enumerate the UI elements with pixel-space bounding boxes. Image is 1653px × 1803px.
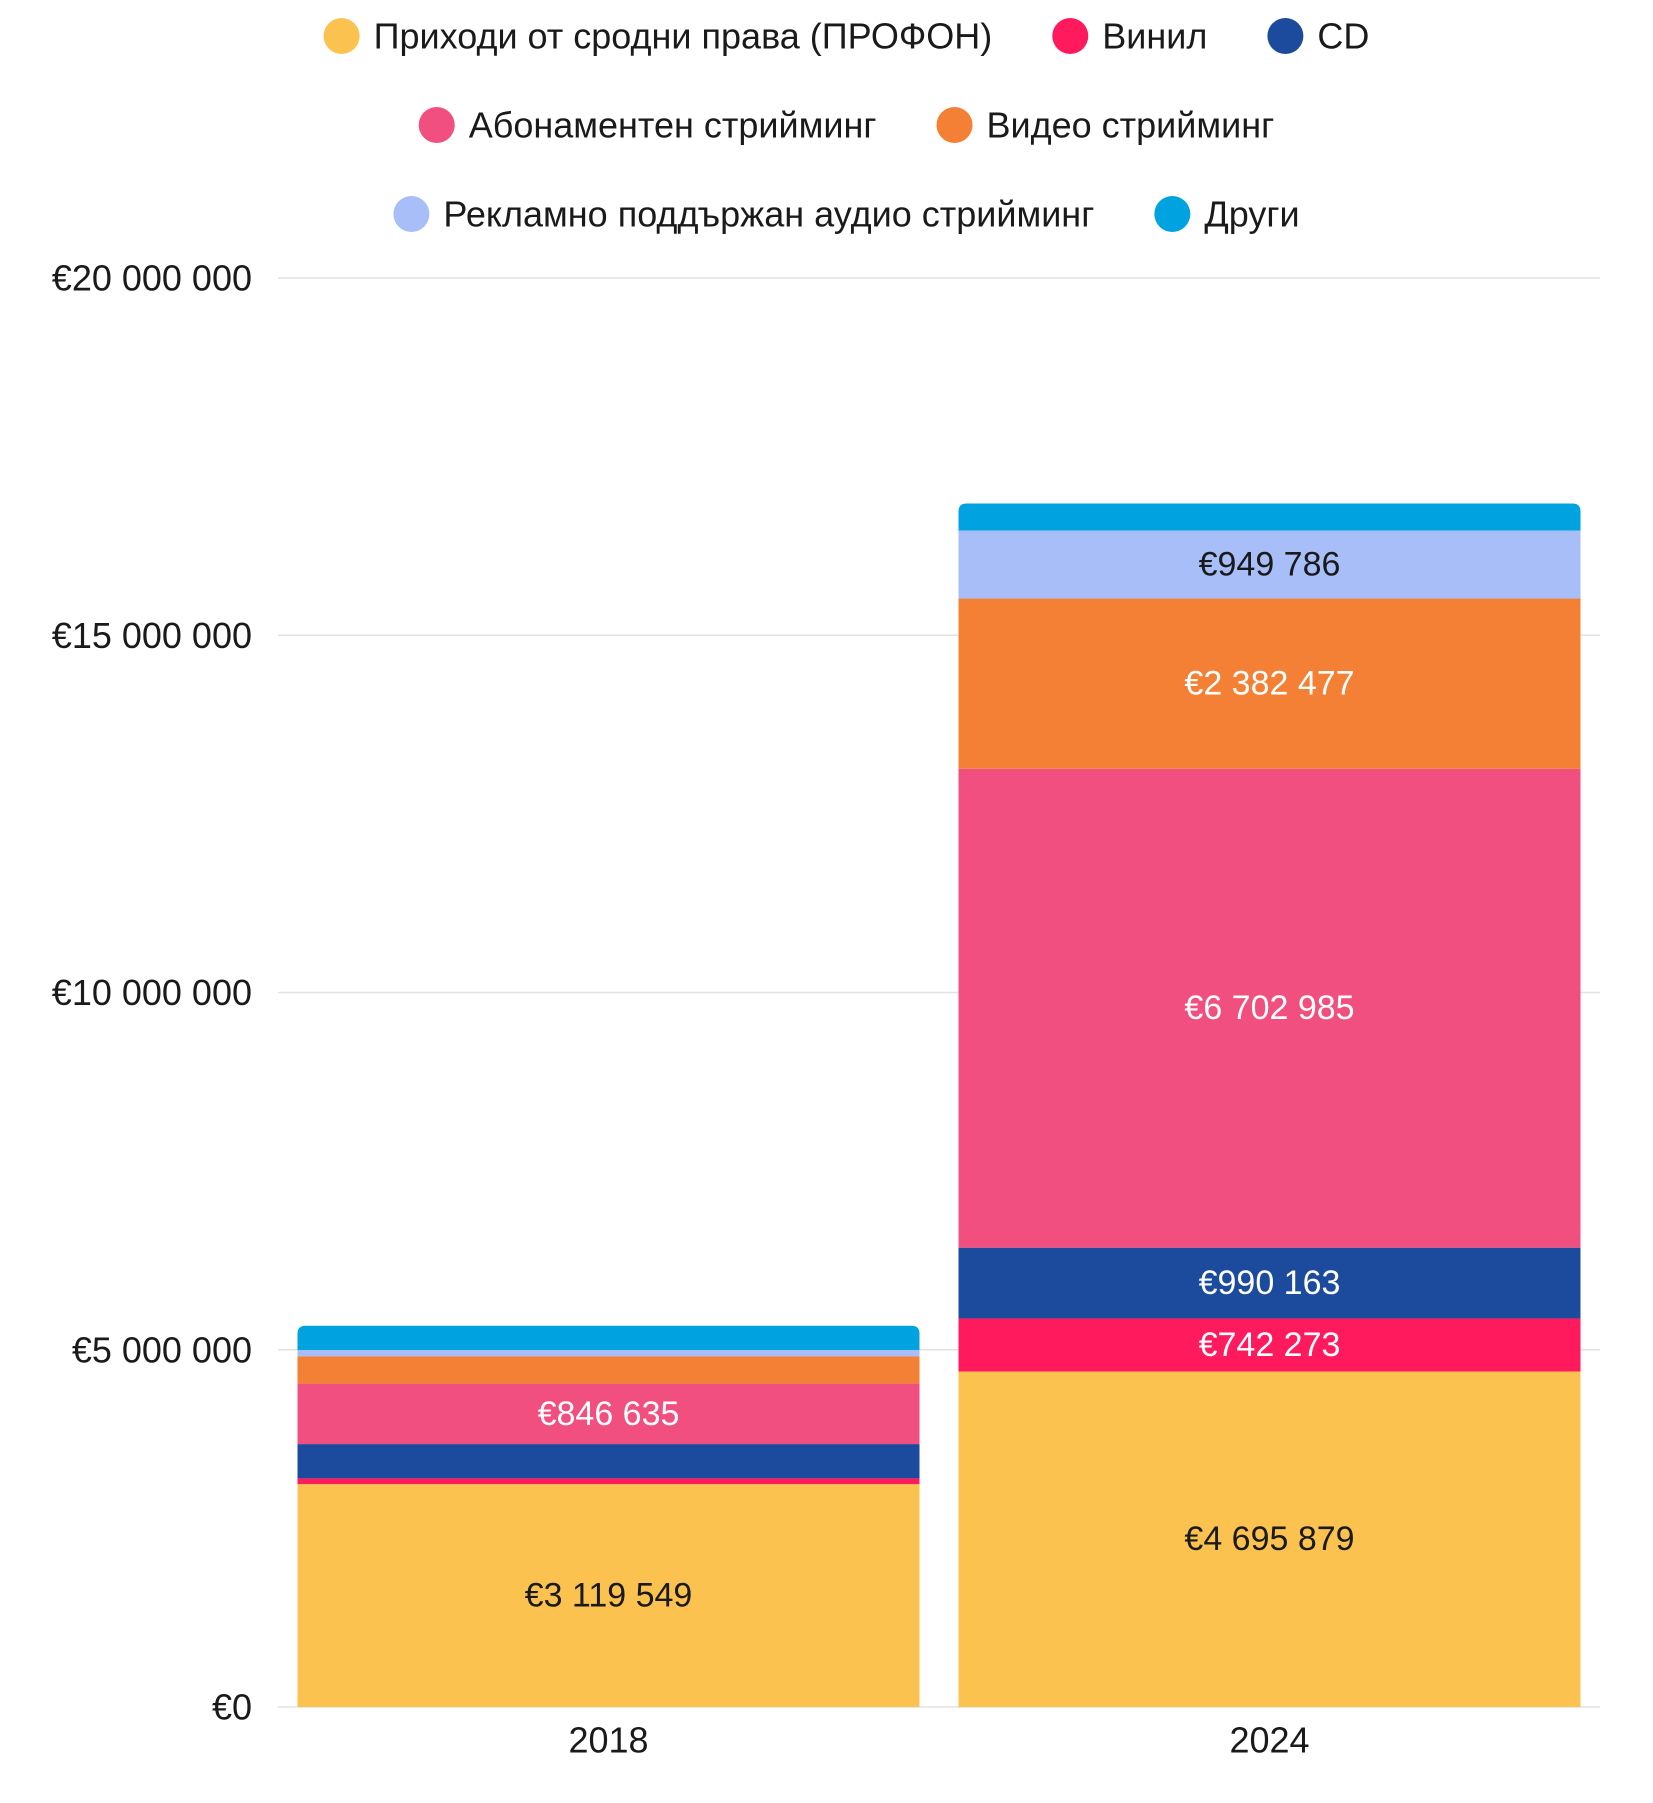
data-label: €2 382 477 (1184, 665, 1354, 703)
bar-segment[interactable] (958, 768, 1581, 1248)
legend-swatch (936, 107, 973, 143)
data-label: €990 163 (1199, 1264, 1341, 1302)
bars: €3 119 549 €846 635 €4 695 879 €742 273 €990… (297, 503, 1581, 1707)
legend-label: Винил (1102, 16, 1207, 57)
data-label: €742 273 (1199, 1326, 1341, 1364)
y-tick-label: €5 000 000 (72, 1329, 252, 1370)
bar-segment[interactable] (958, 598, 1581, 769)
legend-swatch (323, 18, 360, 54)
y-tick-label: €10 000 000 (52, 972, 252, 1013)
legend-swatch (393, 196, 430, 232)
data-label: €846 635 (538, 1395, 680, 1433)
bar-segment[interactable] (297, 1383, 920, 1445)
legend-label: CD (1317, 16, 1369, 57)
legend-swatch (418, 107, 455, 143)
x-tick-label: 2024 (1229, 1720, 1309, 1761)
bar-segment[interactable] (297, 1444, 920, 1479)
y-tick-label: €15 000 000 (52, 615, 252, 656)
data-label: €949 786 (1199, 546, 1341, 584)
legend-item[interactable]: Винил (1052, 16, 1207, 57)
legend-item[interactable]: Абонаментен стрийминг (418, 105, 877, 146)
data-label: €4 695 879 (1184, 1520, 1354, 1558)
x-axis-ticks: 2018 2024 (568, 1720, 1309, 1761)
y-tick-label: €20 000 000 (52, 258, 252, 299)
legend-item[interactable]: Видео стрийминг (936, 105, 1275, 146)
bar-segment[interactable] (297, 1484, 920, 1707)
bar-2018: €3 119 549 €846 635 (297, 1325, 920, 1707)
y-axis-ticks: €0 €5 000 000 €10 000 000 €15 000 000 €20 00… (52, 258, 252, 1728)
y-tick-label: €0 (212, 1687, 252, 1728)
legend: Приходи от сродни права (ПРОФОН) Винил CD А… (323, 16, 1369, 235)
bar-2024: €4 695 879 €742 273 €990 163 €6 702 985 €2 3… (958, 503, 1581, 1707)
bar-segment[interactable] (958, 1247, 1581, 1319)
legend-label: Видео стрийминг (987, 105, 1275, 146)
data-label: €6 702 985 (1184, 989, 1354, 1027)
bar-segment[interactable] (297, 1350, 920, 1357)
legend-label: Рекламно поддържан аудио стрийминг (443, 194, 1094, 235)
legend-item[interactable]: Приходи от сродни права (ПРОФОН) (323, 16, 993, 57)
bar-segment[interactable] (958, 1371, 1581, 1707)
bar-segment[interactable] (958, 530, 1581, 599)
legend-swatch (1154, 196, 1191, 232)
legend-label: Други (1204, 194, 1299, 235)
legend-item[interactable]: Рекламно поддържан аудио стрийминг (393, 194, 1094, 235)
x-tick-label: 2018 (568, 1720, 648, 1761)
bar-segment[interactable] (297, 1325, 920, 1351)
bar-segment[interactable] (958, 503, 1581, 531)
legend-item[interactable]: Други (1154, 194, 1300, 235)
legend-swatch (1052, 18, 1089, 54)
legend-label: Приходи от сродни права (ПРОФОН) (374, 16, 993, 57)
bar-segment[interactable] (297, 1356, 920, 1384)
bar-segment[interactable] (958, 1318, 1581, 1372)
data-label: €3 119 549 (525, 1577, 693, 1615)
legend-swatch (1267, 18, 1304, 54)
legend-label: Абонаментен стрийминг (469, 105, 877, 146)
bar-segment[interactable] (297, 1478, 920, 1485)
legend-item[interactable]: CD (1267, 16, 1369, 57)
